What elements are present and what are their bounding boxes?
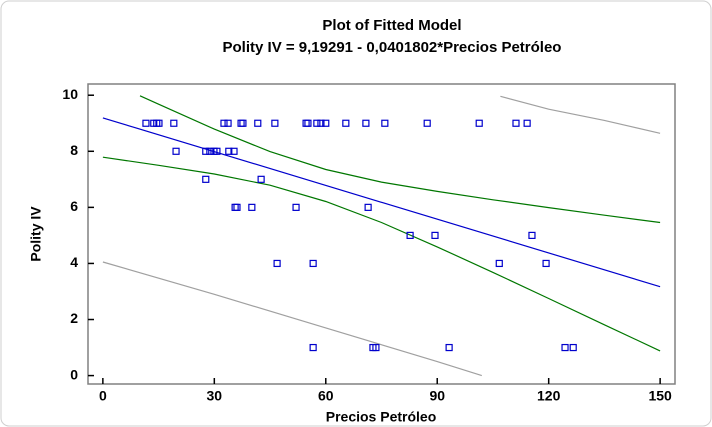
point xyxy=(170,119,178,127)
point xyxy=(362,119,370,127)
y-tick-label: 4 xyxy=(70,254,78,270)
point xyxy=(172,147,180,155)
point xyxy=(406,231,414,240)
point xyxy=(431,231,439,240)
y-tick-label: 2 xyxy=(70,310,78,326)
point xyxy=(561,343,569,352)
point xyxy=(233,203,241,211)
plot-frame xyxy=(87,83,676,385)
fit-line xyxy=(139,95,661,224)
y-tick-label: 8 xyxy=(70,142,78,158)
point xyxy=(230,147,238,155)
point xyxy=(309,343,317,352)
point xyxy=(213,147,221,155)
point xyxy=(569,343,577,352)
point xyxy=(273,259,281,268)
point xyxy=(313,119,321,127)
y-axis-label: Polity IV xyxy=(28,206,44,262)
point xyxy=(364,203,372,211)
chart-title: Plot of Fitted Model xyxy=(322,17,461,34)
point xyxy=(224,119,232,127)
point xyxy=(372,343,380,352)
chart-subtitle: Polity IV = 9,19291 - 0,0401802*Precios … xyxy=(223,39,562,56)
point xyxy=(512,119,520,127)
point xyxy=(155,119,163,127)
point xyxy=(423,119,431,127)
point xyxy=(248,203,256,211)
x-tick-label: 30 xyxy=(207,388,223,404)
point xyxy=(292,203,300,211)
x-tick-label: 0 xyxy=(99,388,107,404)
y-tick-label: 10 xyxy=(62,86,78,102)
point xyxy=(381,119,389,127)
point xyxy=(322,119,330,127)
point xyxy=(445,343,453,352)
point xyxy=(202,175,210,183)
point xyxy=(239,119,247,127)
x-tick-label: 120 xyxy=(537,388,561,404)
y-tick-label: 0 xyxy=(70,366,78,382)
x-tick-label: 150 xyxy=(648,388,672,404)
fit-line xyxy=(102,117,661,288)
point xyxy=(206,147,214,155)
point xyxy=(271,119,279,127)
point xyxy=(304,119,312,127)
point xyxy=(542,259,550,268)
point xyxy=(254,119,262,127)
y-tick-label: 6 xyxy=(70,198,78,214)
point xyxy=(257,175,265,183)
point xyxy=(220,119,228,127)
point xyxy=(342,119,350,127)
point xyxy=(495,259,503,268)
x-tick-label: 60 xyxy=(318,388,334,404)
point xyxy=(202,147,210,155)
fit-line xyxy=(102,261,482,377)
point xyxy=(309,259,317,268)
fit-line xyxy=(500,95,661,134)
x-axis-label: Precios Petróleo xyxy=(326,409,437,425)
point xyxy=(317,119,325,127)
point xyxy=(528,231,536,240)
point xyxy=(225,147,233,155)
fit-line xyxy=(102,156,661,352)
point xyxy=(142,119,150,127)
point xyxy=(475,119,483,127)
point xyxy=(523,119,531,127)
x-tick-label: 90 xyxy=(429,388,445,404)
